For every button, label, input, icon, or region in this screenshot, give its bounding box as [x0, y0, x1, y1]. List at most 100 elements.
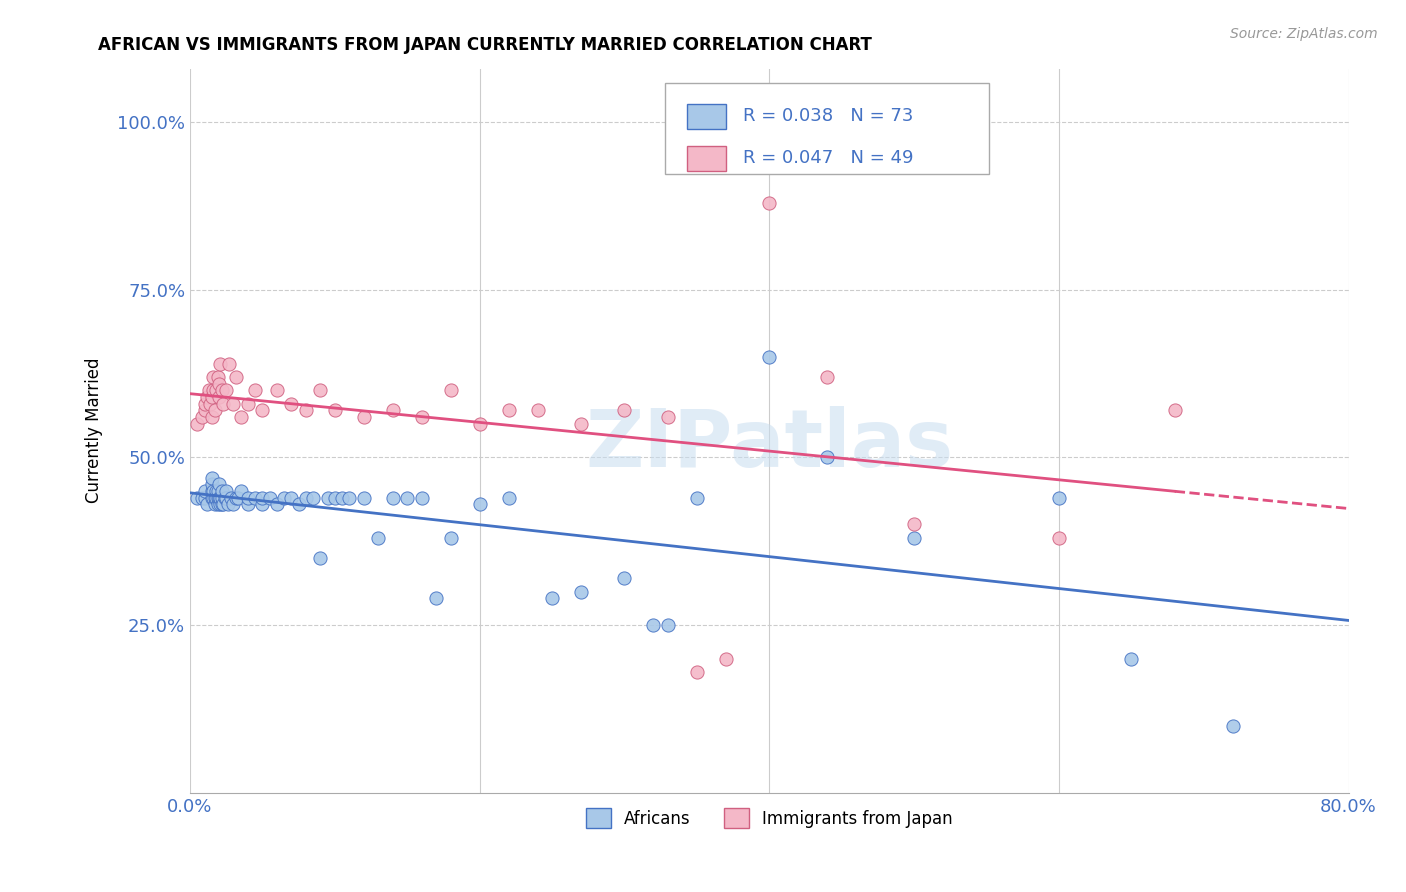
Point: [208, 376, 231, 391]
Point: [208, 491, 231, 505]
Point: [498, 491, 520, 505]
Point: [211, 497, 233, 511]
Point: [245, 384, 267, 398]
Point: [207, 491, 229, 505]
Point: [252, 497, 274, 511]
Point: [758, 350, 780, 364]
Point: [686, 491, 709, 505]
Point: [252, 491, 274, 505]
Point: [526, 403, 548, 417]
Point: [309, 384, 332, 398]
Point: [202, 491, 225, 505]
Point: [815, 450, 838, 465]
Point: [381, 491, 404, 505]
Point: [309, 551, 332, 566]
Point: [569, 417, 592, 431]
Point: [903, 531, 925, 545]
Point: [207, 483, 229, 498]
Point: [201, 470, 224, 484]
Point: [280, 491, 302, 505]
Point: [266, 497, 288, 511]
Point: [186, 417, 208, 431]
Point: [211, 384, 233, 398]
Point: [207, 497, 229, 511]
Point: [541, 591, 564, 606]
Point: [201, 491, 224, 505]
Point: [613, 571, 636, 585]
Point: [337, 491, 360, 505]
Point: [569, 584, 592, 599]
Point: [316, 491, 339, 505]
Point: [201, 410, 224, 425]
Point: [190, 491, 212, 505]
Point: [657, 410, 679, 425]
Point: [686, 665, 709, 679]
Point: [197, 390, 219, 404]
Point: [236, 497, 259, 511]
Point: [411, 491, 433, 505]
Point: [323, 403, 346, 417]
Y-axis label: Currently Married: Currently Married: [86, 358, 103, 503]
Point: [202, 483, 225, 498]
Point: [211, 483, 233, 498]
Point: [202, 370, 225, 384]
Point: [211, 491, 233, 505]
Point: [252, 403, 274, 417]
Text: R = 0.038   N = 73: R = 0.038 N = 73: [742, 107, 912, 125]
Point: [225, 370, 247, 384]
Point: [193, 483, 215, 498]
Point: [214, 491, 236, 505]
Point: [903, 517, 925, 532]
Point: [295, 403, 318, 417]
Point: [468, 417, 491, 431]
Point: [201, 390, 224, 404]
FancyBboxPatch shape: [688, 104, 727, 128]
Point: [198, 384, 221, 398]
Point: [209, 357, 232, 371]
Point: [208, 390, 231, 404]
Point: [498, 403, 520, 417]
Point: [200, 397, 222, 411]
Text: R = 0.047   N = 49: R = 0.047 N = 49: [742, 149, 912, 168]
Point: [1047, 531, 1070, 545]
Point: [201, 483, 224, 498]
Point: [396, 491, 419, 505]
Point: [815, 370, 838, 384]
Point: [1222, 718, 1244, 732]
FancyBboxPatch shape: [665, 83, 990, 174]
Point: [204, 403, 226, 417]
Point: [245, 491, 267, 505]
Point: [229, 410, 252, 425]
Point: [236, 491, 259, 505]
Point: [287, 497, 309, 511]
Point: [218, 357, 240, 371]
Point: [330, 491, 353, 505]
Point: [222, 497, 245, 511]
Point: [657, 618, 679, 632]
Point: [222, 397, 245, 411]
Point: [209, 497, 232, 511]
Point: [440, 531, 463, 545]
Point: [259, 491, 281, 505]
Point: [295, 491, 318, 505]
Point: [215, 483, 238, 498]
Point: [226, 491, 249, 505]
Point: [425, 591, 447, 606]
Point: [236, 397, 259, 411]
Point: [643, 618, 665, 632]
Point: [440, 384, 463, 398]
Point: [202, 384, 225, 398]
Point: [197, 497, 219, 511]
Point: [280, 397, 302, 411]
Point: [1164, 403, 1187, 417]
Point: [714, 651, 737, 665]
Point: [1047, 491, 1070, 505]
Point: [193, 397, 215, 411]
Point: [190, 410, 212, 425]
Point: [208, 477, 231, 491]
Point: [205, 491, 228, 505]
Point: [212, 397, 235, 411]
Point: [193, 491, 215, 505]
Point: [411, 410, 433, 425]
Point: [205, 384, 228, 398]
